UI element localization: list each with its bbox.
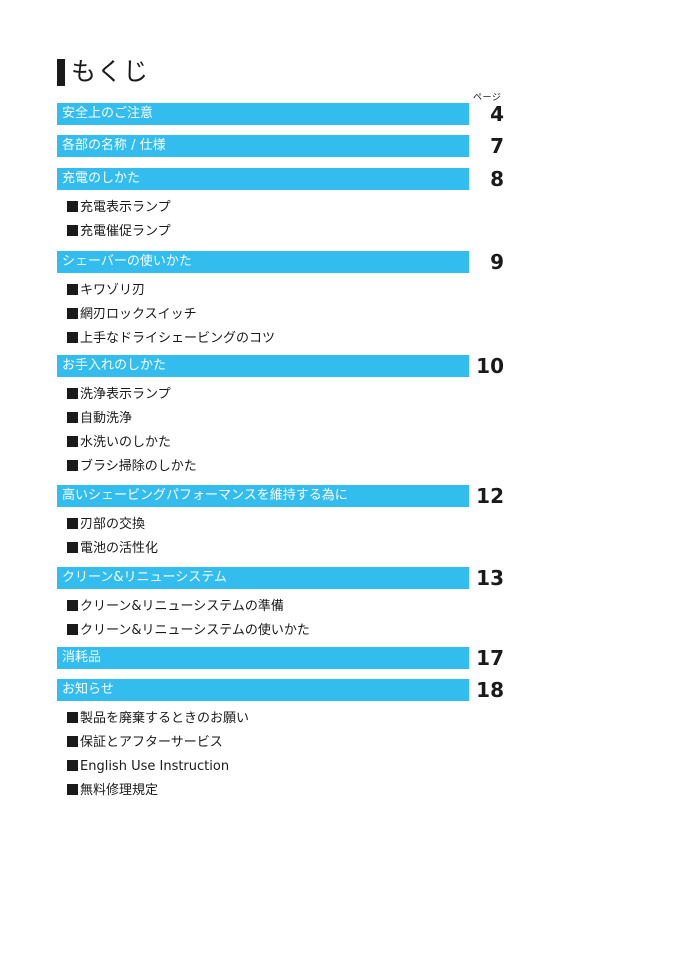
toc-subitem[interactable]: 水洗いのしかた xyxy=(67,434,171,452)
square-bullet-icon xyxy=(67,518,78,529)
toc-subitem[interactable]: クリーン&リニューシステムの準備 xyxy=(67,598,284,616)
toc-subitem-label: 充電催促ランプ xyxy=(80,224,171,239)
toc-subitem-label: クリーン&リニューシステムの使いかた xyxy=(80,623,310,638)
toc-subitem-label: 水洗いのしかた xyxy=(80,435,172,450)
toc-subitem-label: 無料修理規定 xyxy=(80,783,159,798)
toc-page-number: 12 xyxy=(476,484,504,508)
toc-subitem-label: 上手なドライシェービングのコツ xyxy=(80,331,276,346)
toc-subitem-label: ブラシ掃除のしかた xyxy=(80,459,197,474)
toc-subitem[interactable]: 上手なドライシェービングのコツ xyxy=(67,330,275,348)
square-bullet-icon xyxy=(67,436,78,447)
toc-page-number: 13 xyxy=(476,566,504,590)
toc-section-bar[interactable]: シェーバーの使いかた xyxy=(57,251,469,273)
toc-subitem-label: クリーン&リニューシステムの準備 xyxy=(80,599,284,614)
toc-section-bar[interactable]: 高いシェービングパフォーマンスを維持する為に xyxy=(57,485,469,507)
toc-subitem[interactable]: 保証とアフターサービス xyxy=(67,734,223,752)
toc-subitem[interactable]: 洗浄表示ランプ xyxy=(67,386,171,404)
toc-section-bar[interactable]: お手入れのしかた xyxy=(57,355,469,377)
toc-subitem[interactable]: 充電催促ランプ xyxy=(67,223,171,241)
square-bullet-icon xyxy=(67,624,78,635)
square-bullet-icon xyxy=(67,225,78,236)
page-title-text: もくじ xyxy=(71,57,150,86)
square-bullet-icon xyxy=(67,201,78,212)
toc-section-bar[interactable]: 充電のしかた xyxy=(57,168,469,190)
toc-page-number: 18 xyxy=(476,678,504,702)
toc-section-bar[interactable]: クリーン&リニューシステム xyxy=(57,567,469,589)
toc-section-bar[interactable]: お知らせ xyxy=(57,679,469,701)
toc-subitem-label: 電池の活性化 xyxy=(80,541,159,556)
toc-subitem[interactable]: 自動洗浄 xyxy=(67,410,132,428)
toc-subitem-label: 刃部の交換 xyxy=(80,517,146,532)
toc-page-number: 10 xyxy=(476,354,504,378)
square-bullet-icon xyxy=(67,760,78,771)
page-column-label: ページ xyxy=(473,93,502,103)
toc-subitem-label: 充電表示ランプ xyxy=(80,200,171,215)
toc-page-number: 9 xyxy=(490,250,504,274)
toc-subitem[interactable]: 網刃ロックスイッチ xyxy=(67,306,197,324)
toc-page-number: 7 xyxy=(490,134,504,158)
toc-subitem[interactable]: 製品を廃棄するときのお願い xyxy=(67,710,249,728)
toc-subitem-label: 保証とアフターサービス xyxy=(80,735,223,750)
square-bullet-icon xyxy=(67,332,78,343)
toc-subitem-label: 洗浄表示ランプ xyxy=(80,387,171,402)
square-bullet-icon xyxy=(67,388,78,399)
toc-section-bar[interactable]: 消耗品 xyxy=(57,647,469,669)
toc-section-bar[interactable]: 各部の名称 / 仕様 xyxy=(57,135,469,157)
toc-page-number: 8 xyxy=(490,167,504,191)
toc-subitem[interactable]: 電池の活性化 xyxy=(67,540,158,558)
toc-subitem[interactable]: クリーン&リニューシステムの使いかた xyxy=(67,622,310,640)
square-bullet-icon xyxy=(67,460,78,471)
toc-subitem[interactable]: 無料修理規定 xyxy=(67,782,158,800)
square-bullet-icon xyxy=(67,412,78,423)
square-bullet-icon xyxy=(67,284,78,295)
toc-subitem-label: 自動洗浄 xyxy=(80,411,133,426)
square-bullet-icon xyxy=(67,600,78,611)
square-bullet-icon xyxy=(67,784,78,795)
square-bullet-icon xyxy=(67,712,78,723)
toc-subitem[interactable]: English Use Instruction xyxy=(67,758,229,776)
toc-subitem[interactable]: キワゾリ刃 xyxy=(67,282,145,300)
toc-page-number: 17 xyxy=(476,646,504,670)
toc-subitem[interactable]: 刃部の交換 xyxy=(67,516,145,534)
toc-page-number: 4 xyxy=(490,102,504,126)
toc-section-bar[interactable]: 安全上のご注意 xyxy=(57,103,469,125)
square-bullet-icon xyxy=(67,542,78,553)
title-marker xyxy=(57,58,65,86)
toc-subitem[interactable]: 充電表示ランプ xyxy=(67,199,171,217)
toc-subitem-label: キワゾリ刃 xyxy=(80,283,146,298)
square-bullet-icon xyxy=(67,736,78,747)
toc-subitem[interactable]: ブラシ掃除のしかた xyxy=(67,458,197,476)
page-title: もくじ xyxy=(57,57,149,87)
toc-subitem-label: English Use Instruction xyxy=(80,759,230,774)
square-bullet-icon xyxy=(67,308,78,319)
toc-subitem-label: 製品を廃棄するときのお願い xyxy=(80,711,250,726)
toc-subitem-label: 網刃ロックスイッチ xyxy=(80,307,197,322)
